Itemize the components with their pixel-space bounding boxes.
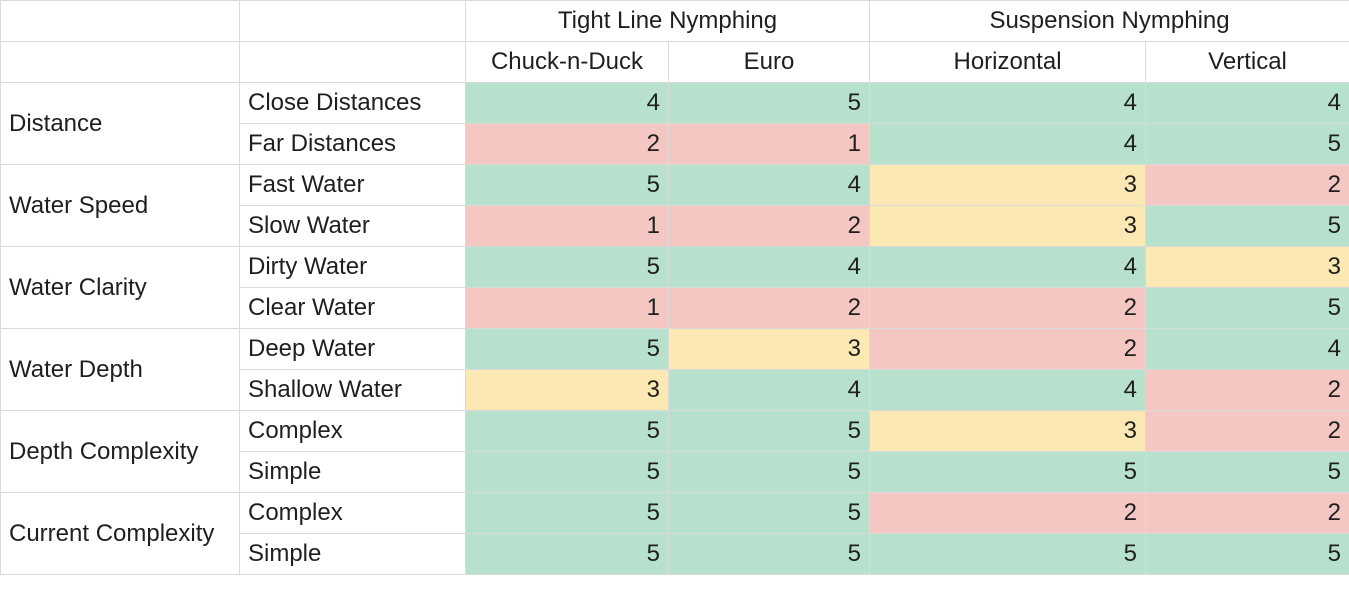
- metric-label[interactable]: Deep Water: [239, 328, 466, 370]
- table-row: Far Distances 2 1 4 5: [1, 123, 1349, 165]
- score-cell[interactable]: 1: [465, 205, 669, 247]
- metric-label[interactable]: Slow Water: [239, 205, 466, 247]
- score-cell[interactable]: 4: [465, 82, 669, 124]
- score-cell[interactable]: 2: [869, 328, 1147, 370]
- score-cell[interactable]: 2: [869, 492, 1147, 534]
- score-cell[interactable]: 4: [667, 164, 871, 206]
- row-group-label[interactable]: Water Speed: [0, 164, 240, 247]
- score-cell[interactable]: 2: [1145, 164, 1349, 206]
- method-header-row: Chuck-n-Duck Euro Horizontal Vertical: [0, 41, 1349, 83]
- score-cell[interactable]: 5: [667, 410, 871, 452]
- score-cell[interactable]: 5: [667, 533, 871, 575]
- score-cell[interactable]: 5: [465, 451, 669, 493]
- table-row: Simple 5 5 5 5: [1, 533, 1349, 575]
- score-cell[interactable]: 5: [869, 451, 1147, 493]
- score-cell[interactable]: 5: [1145, 287, 1349, 329]
- table-row: Distance Close Distances 4 5 4 4: [0, 82, 1349, 165]
- row-group-label[interactable]: Depth Complexity: [0, 410, 240, 493]
- score-cell[interactable]: 1: [465, 287, 669, 329]
- group-header-tight-line[interactable]: Tight Line Nymphing: [464, 0, 871, 42]
- table-row: Water Depth Deep Water 5 3 2 4: [0, 328, 1349, 411]
- table-row: Shallow Water 3 4 4 2: [1, 369, 1349, 411]
- score-cell[interactable]: 4: [869, 369, 1147, 411]
- method-header-euro[interactable]: Euro: [667, 41, 871, 83]
- metric-label[interactable]: Complex: [239, 492, 466, 534]
- table-row: Water Speed Fast Water 5 4 3 2: [0, 164, 1349, 247]
- metric-label[interactable]: Clear Water: [239, 287, 466, 329]
- row-group-label[interactable]: Current Complexity: [0, 492, 240, 575]
- score-cell[interactable]: 4: [1145, 328, 1349, 370]
- metric-label[interactable]: Simple: [239, 533, 466, 575]
- score-cell[interactable]: 5: [1145, 451, 1349, 493]
- table-row: Clear Water 1 2 2 5: [1, 287, 1349, 329]
- corner-cell[interactable]: [0, 41, 240, 83]
- corner-cell[interactable]: [239, 0, 466, 42]
- score-cell[interactable]: 5: [465, 246, 669, 288]
- score-cell[interactable]: 5: [1145, 205, 1349, 247]
- score-cell[interactable]: 2: [1145, 492, 1349, 534]
- score-cell[interactable]: 3: [869, 164, 1147, 206]
- table-row: Water Clarity Dirty Water 5 4 4 3: [0, 246, 1349, 329]
- score-cell[interactable]: 2: [869, 287, 1147, 329]
- score-cell[interactable]: 4: [869, 123, 1147, 165]
- group-header-row: Tight Line Nymphing Suspension Nymphing: [0, 0, 1349, 42]
- score-cell[interactable]: 2: [667, 205, 871, 247]
- row-group-label[interactable]: Water Clarity: [0, 246, 240, 329]
- score-cell[interactable]: 5: [667, 492, 871, 534]
- metric-label[interactable]: Shallow Water: [239, 369, 466, 411]
- score-cell[interactable]: 4: [869, 82, 1147, 124]
- score-cell[interactable]: 3: [869, 205, 1147, 247]
- method-header-horizontal[interactable]: Horizontal: [869, 41, 1147, 83]
- corner-cell[interactable]: [239, 41, 466, 83]
- score-cell[interactable]: 4: [667, 246, 871, 288]
- score-cell[interactable]: 5: [1145, 123, 1349, 165]
- table-row: Current Complexity Complex 5 5 2 2: [0, 492, 1349, 575]
- score-cell[interactable]: 5: [465, 410, 669, 452]
- score-cell[interactable]: 3: [869, 410, 1147, 452]
- row-group-label[interactable]: Distance: [0, 82, 240, 165]
- metric-label[interactable]: Simple: [239, 451, 466, 493]
- score-cell[interactable]: 5: [465, 533, 669, 575]
- score-cell[interactable]: 3: [667, 328, 871, 370]
- table-body: Distance Close Distances 4 5 4 4 Far Distances…: [0, 82, 1349, 575]
- metric-label[interactable]: Far Distances: [239, 123, 466, 165]
- score-cell[interactable]: 2: [465, 123, 669, 165]
- score-cell[interactable]: 5: [465, 328, 669, 370]
- score-cell[interactable]: 5: [667, 82, 871, 124]
- score-cell[interactable]: 5: [465, 164, 669, 206]
- table-row: Simple 5 5 5 5: [1, 451, 1349, 493]
- score-cell[interactable]: 1: [667, 123, 871, 165]
- score-cell[interactable]: 5: [667, 451, 871, 493]
- metric-label[interactable]: Close Distances: [239, 82, 466, 124]
- method-header-vertical[interactable]: Vertical: [1145, 41, 1349, 83]
- metric-label[interactable]: Fast Water: [239, 164, 466, 206]
- score-cell[interactable]: 2: [667, 287, 871, 329]
- score-cell[interactable]: 4: [1145, 82, 1349, 124]
- score-cell[interactable]: 4: [869, 246, 1147, 288]
- group-header-suspension[interactable]: Suspension Nymphing: [869, 0, 1349, 42]
- metric-label[interactable]: Dirty Water: [239, 246, 466, 288]
- method-header-chuck-n-duck[interactable]: Chuck-n-Duck: [465, 41, 669, 83]
- score-cell[interactable]: 3: [465, 369, 669, 411]
- score-cell[interactable]: 5: [869, 533, 1147, 575]
- table-row: Slow Water 1 2 3 5: [1, 205, 1349, 247]
- nymphing-comparison-table: Tight Line Nymphing Suspension Nymphing …: [0, 0, 1349, 575]
- score-cell[interactable]: 2: [1145, 410, 1349, 452]
- score-cell[interactable]: 4: [667, 369, 871, 411]
- score-cell[interactable]: 5: [465, 492, 669, 534]
- score-cell[interactable]: 3: [1145, 246, 1349, 288]
- corner-cell[interactable]: [0, 0, 240, 42]
- row-group-label[interactable]: Water Depth: [0, 328, 240, 411]
- metric-label[interactable]: Complex: [239, 410, 466, 452]
- table-row: Depth Complexity Complex 5 5 3 2: [0, 410, 1349, 493]
- score-cell[interactable]: 5: [1145, 533, 1349, 575]
- score-cell[interactable]: 2: [1145, 369, 1349, 411]
